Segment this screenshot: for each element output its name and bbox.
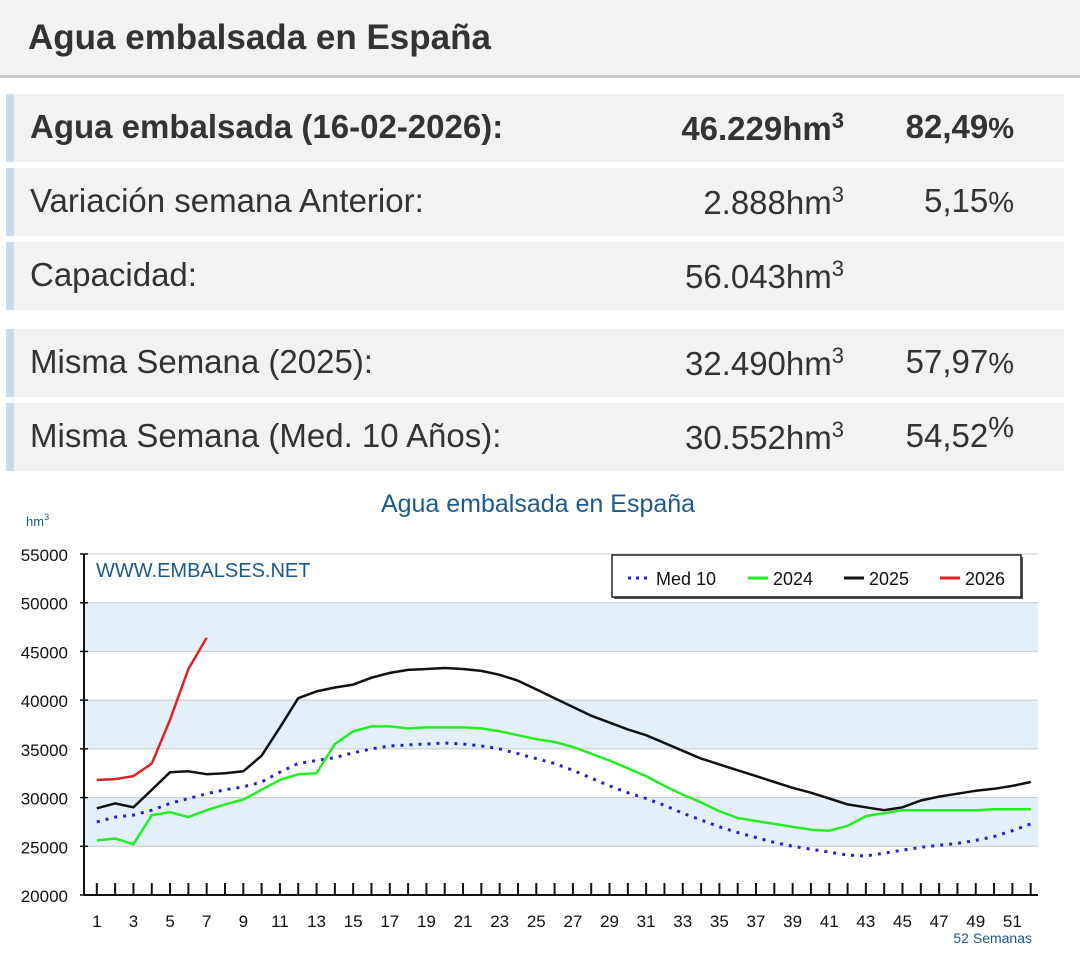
x-tick-label: 43 bbox=[856, 912, 875, 931]
x-tick-label: 11 bbox=[271, 912, 289, 931]
stat-value: 46.229hm3 bbox=[681, 108, 844, 147]
stat-value: 30.552hm3 bbox=[684, 417, 844, 456]
stat-row-ten-year-average: Misma Semana (Med. 10 Años): 30.552hm3 5… bbox=[6, 403, 1064, 471]
x-tick-label: 9 bbox=[239, 912, 248, 931]
gridlines bbox=[84, 553, 1038, 847]
stat-label: Misma Semana (Med. 10 Años): bbox=[30, 417, 502, 454]
x-tick-label: 49 bbox=[966, 912, 985, 931]
stat-label: Variación semana Anterior: bbox=[30, 182, 424, 219]
legend-entry-med10: Med 10 bbox=[656, 569, 716, 589]
x-tick-label: 15 bbox=[344, 912, 363, 931]
series-lines bbox=[96, 637, 1032, 858]
watermark: WWW.EMBALSES.NET bbox=[96, 560, 310, 582]
x-tick-label: 1 bbox=[92, 912, 101, 931]
x-tick-label: 35 bbox=[710, 912, 729, 931]
x-tick-label: 39 bbox=[783, 912, 802, 931]
x-tick-label: 7 bbox=[202, 912, 211, 931]
x-tick-label: 5 bbox=[165, 912, 174, 931]
x-tick-label: 29 bbox=[600, 912, 619, 931]
x-tick-label: 13 bbox=[307, 912, 326, 931]
legend: Med 10 2024 2025 2026 bbox=[611, 554, 1023, 599]
stat-value: 2.888hm3 bbox=[703, 182, 844, 221]
y-axis-label: hm3 bbox=[26, 512, 49, 529]
x-tick-label: 47 bbox=[930, 912, 949, 931]
stat-percent: 82,49% bbox=[905, 108, 1014, 145]
plot-background bbox=[84, 554, 1038, 895]
stat-row-same-week-last-year: Misma Semana (2025): 32.490hm3 57,97% bbox=[6, 329, 1064, 397]
y-tick-label: 35000 bbox=[21, 741, 68, 760]
page-title: Agua embalsada en España bbox=[28, 18, 491, 57]
x-tick-label: 51 bbox=[1003, 912, 1022, 931]
stat-label: Capacidad: bbox=[30, 256, 197, 293]
x-tick-label: 45 bbox=[893, 912, 912, 931]
axes: 20000 25000 30000 35000 40000 45000 50000 55000… bbox=[21, 546, 1038, 931]
y-tick-label: 20000 bbox=[21, 887, 68, 906]
x-tick-label: 31 bbox=[637, 912, 656, 931]
x-tick-label: 37 bbox=[747, 912, 766, 931]
x-tick-label: 25 bbox=[527, 912, 546, 931]
y-tick-label: 30000 bbox=[21, 790, 68, 809]
y-tick-label: 25000 bbox=[21, 838, 68, 857]
stat-label: Misma Semana (2025): bbox=[30, 343, 373, 380]
x-tick-label: 19 bbox=[417, 912, 436, 931]
x-tick-label: 27 bbox=[563, 912, 582, 931]
stat-row-current: Agua embalsada (16-02-2026): 46.229hm3 8… bbox=[6, 94, 1064, 162]
stat-percent: 57,97% bbox=[905, 343, 1014, 380]
plot-band bbox=[84, 700, 1038, 749]
legend-entry-2026: 2026 bbox=[965, 569, 1005, 589]
plot-band bbox=[84, 602, 1038, 652]
legend-box bbox=[611, 554, 1022, 598]
legend-entry-2025: 2025 bbox=[869, 569, 909, 589]
chart-title: Agua embalsada en España bbox=[381, 490, 695, 518]
y-tick-label: 50000 bbox=[21, 595, 68, 614]
reservoir-chart: Agua embalsada en España hm3 20000 25000 3… bbox=[21, 490, 1038, 946]
plot-band bbox=[84, 797, 1038, 847]
x-tick-label: 33 bbox=[673, 912, 692, 931]
y-tick-label: 45000 bbox=[21, 643, 68, 662]
series-line-y2026 bbox=[96, 637, 208, 782]
stat-row-weekly-change: Variación semana Anterior: 2.888hm3 5,15… bbox=[6, 168, 1064, 236]
x-tick-label: 3 bbox=[129, 912, 138, 931]
stat-percent: 5,15% bbox=[923, 182, 1014, 219]
page-header: Agua embalsada en España bbox=[0, 0, 1080, 78]
y-tick-label: 40000 bbox=[21, 692, 68, 711]
series-line-y2024 bbox=[96, 725, 1031, 846]
x-axis-label: 52 Semanas bbox=[953, 930, 1032, 946]
x-tick-label: 21 bbox=[454, 912, 473, 931]
stat-row-capacity: Capacidad: 56.043hm3 bbox=[6, 242, 1064, 310]
legend-entry-2024: 2024 bbox=[773, 569, 813, 589]
series-line-y2025 bbox=[96, 666, 1031, 812]
x-tick-label: 17 bbox=[380, 912, 399, 931]
stat-value: 56.043hm3 bbox=[684, 256, 844, 295]
stat-label: Agua embalsada (16-02-2026): bbox=[30, 108, 504, 145]
y-tick-label: 55000 bbox=[21, 546, 68, 565]
stat-percent: 54,52% bbox=[905, 412, 1014, 454]
stat-value: 32.490hm3 bbox=[684, 343, 844, 382]
x-tick-label: 41 bbox=[820, 912, 839, 931]
x-tick-label: 23 bbox=[490, 912, 509, 931]
